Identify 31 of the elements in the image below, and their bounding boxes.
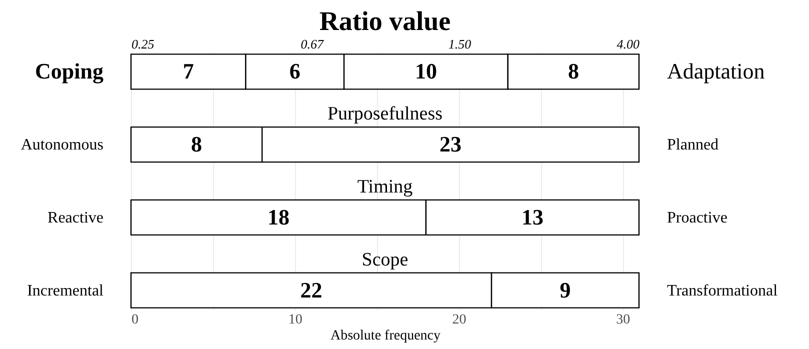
y-tick-label: Autonomous	[20, 136, 104, 154]
data-label: 23	[440, 132, 462, 157]
x-tick-label: 20	[452, 312, 466, 328]
y-tick-label: Reactive	[48, 209, 104, 226]
data-label: 6	[289, 58, 300, 84]
y-tick-label: Incremental	[27, 282, 104, 300]
annotation: Scope	[362, 249, 408, 270]
data-label: 8	[191, 132, 202, 157]
y2-tick-label: Proactive	[667, 209, 728, 226]
chart-title: Ratio value	[319, 6, 451, 36]
data-label: 18	[267, 204, 290, 230]
x2-tick-label: 1.50	[448, 36, 472, 52]
x2-tick-label: 4.00	[616, 36, 640, 52]
data-label: 10	[414, 58, 437, 84]
data-label: 9	[560, 277, 571, 302]
x-tick-label: 0	[132, 312, 138, 328]
annotation: Timing	[357, 176, 414, 198]
y-tick-label: Coping	[35, 58, 104, 84]
data-label: 7	[182, 58, 194, 84]
data-label: 22	[300, 277, 322, 302]
data-label: 8	[568, 58, 579, 84]
x2-tick-label: 0.67	[300, 36, 324, 52]
y2-tick-label: Adaptation	[667, 58, 765, 84]
x-tick-label: 10	[288, 312, 302, 328]
x2-tick-label: 0.25	[132, 36, 155, 52]
data-label: 13	[521, 204, 544, 230]
x-tick-label: 30	[616, 312, 630, 328]
y2-tick-label: Transformational	[667, 282, 778, 300]
annotation: Purposefulness	[327, 104, 443, 125]
y2-tick-label: Planned	[667, 136, 719, 154]
x-axis-title: Absolute frequency	[330, 328, 441, 344]
